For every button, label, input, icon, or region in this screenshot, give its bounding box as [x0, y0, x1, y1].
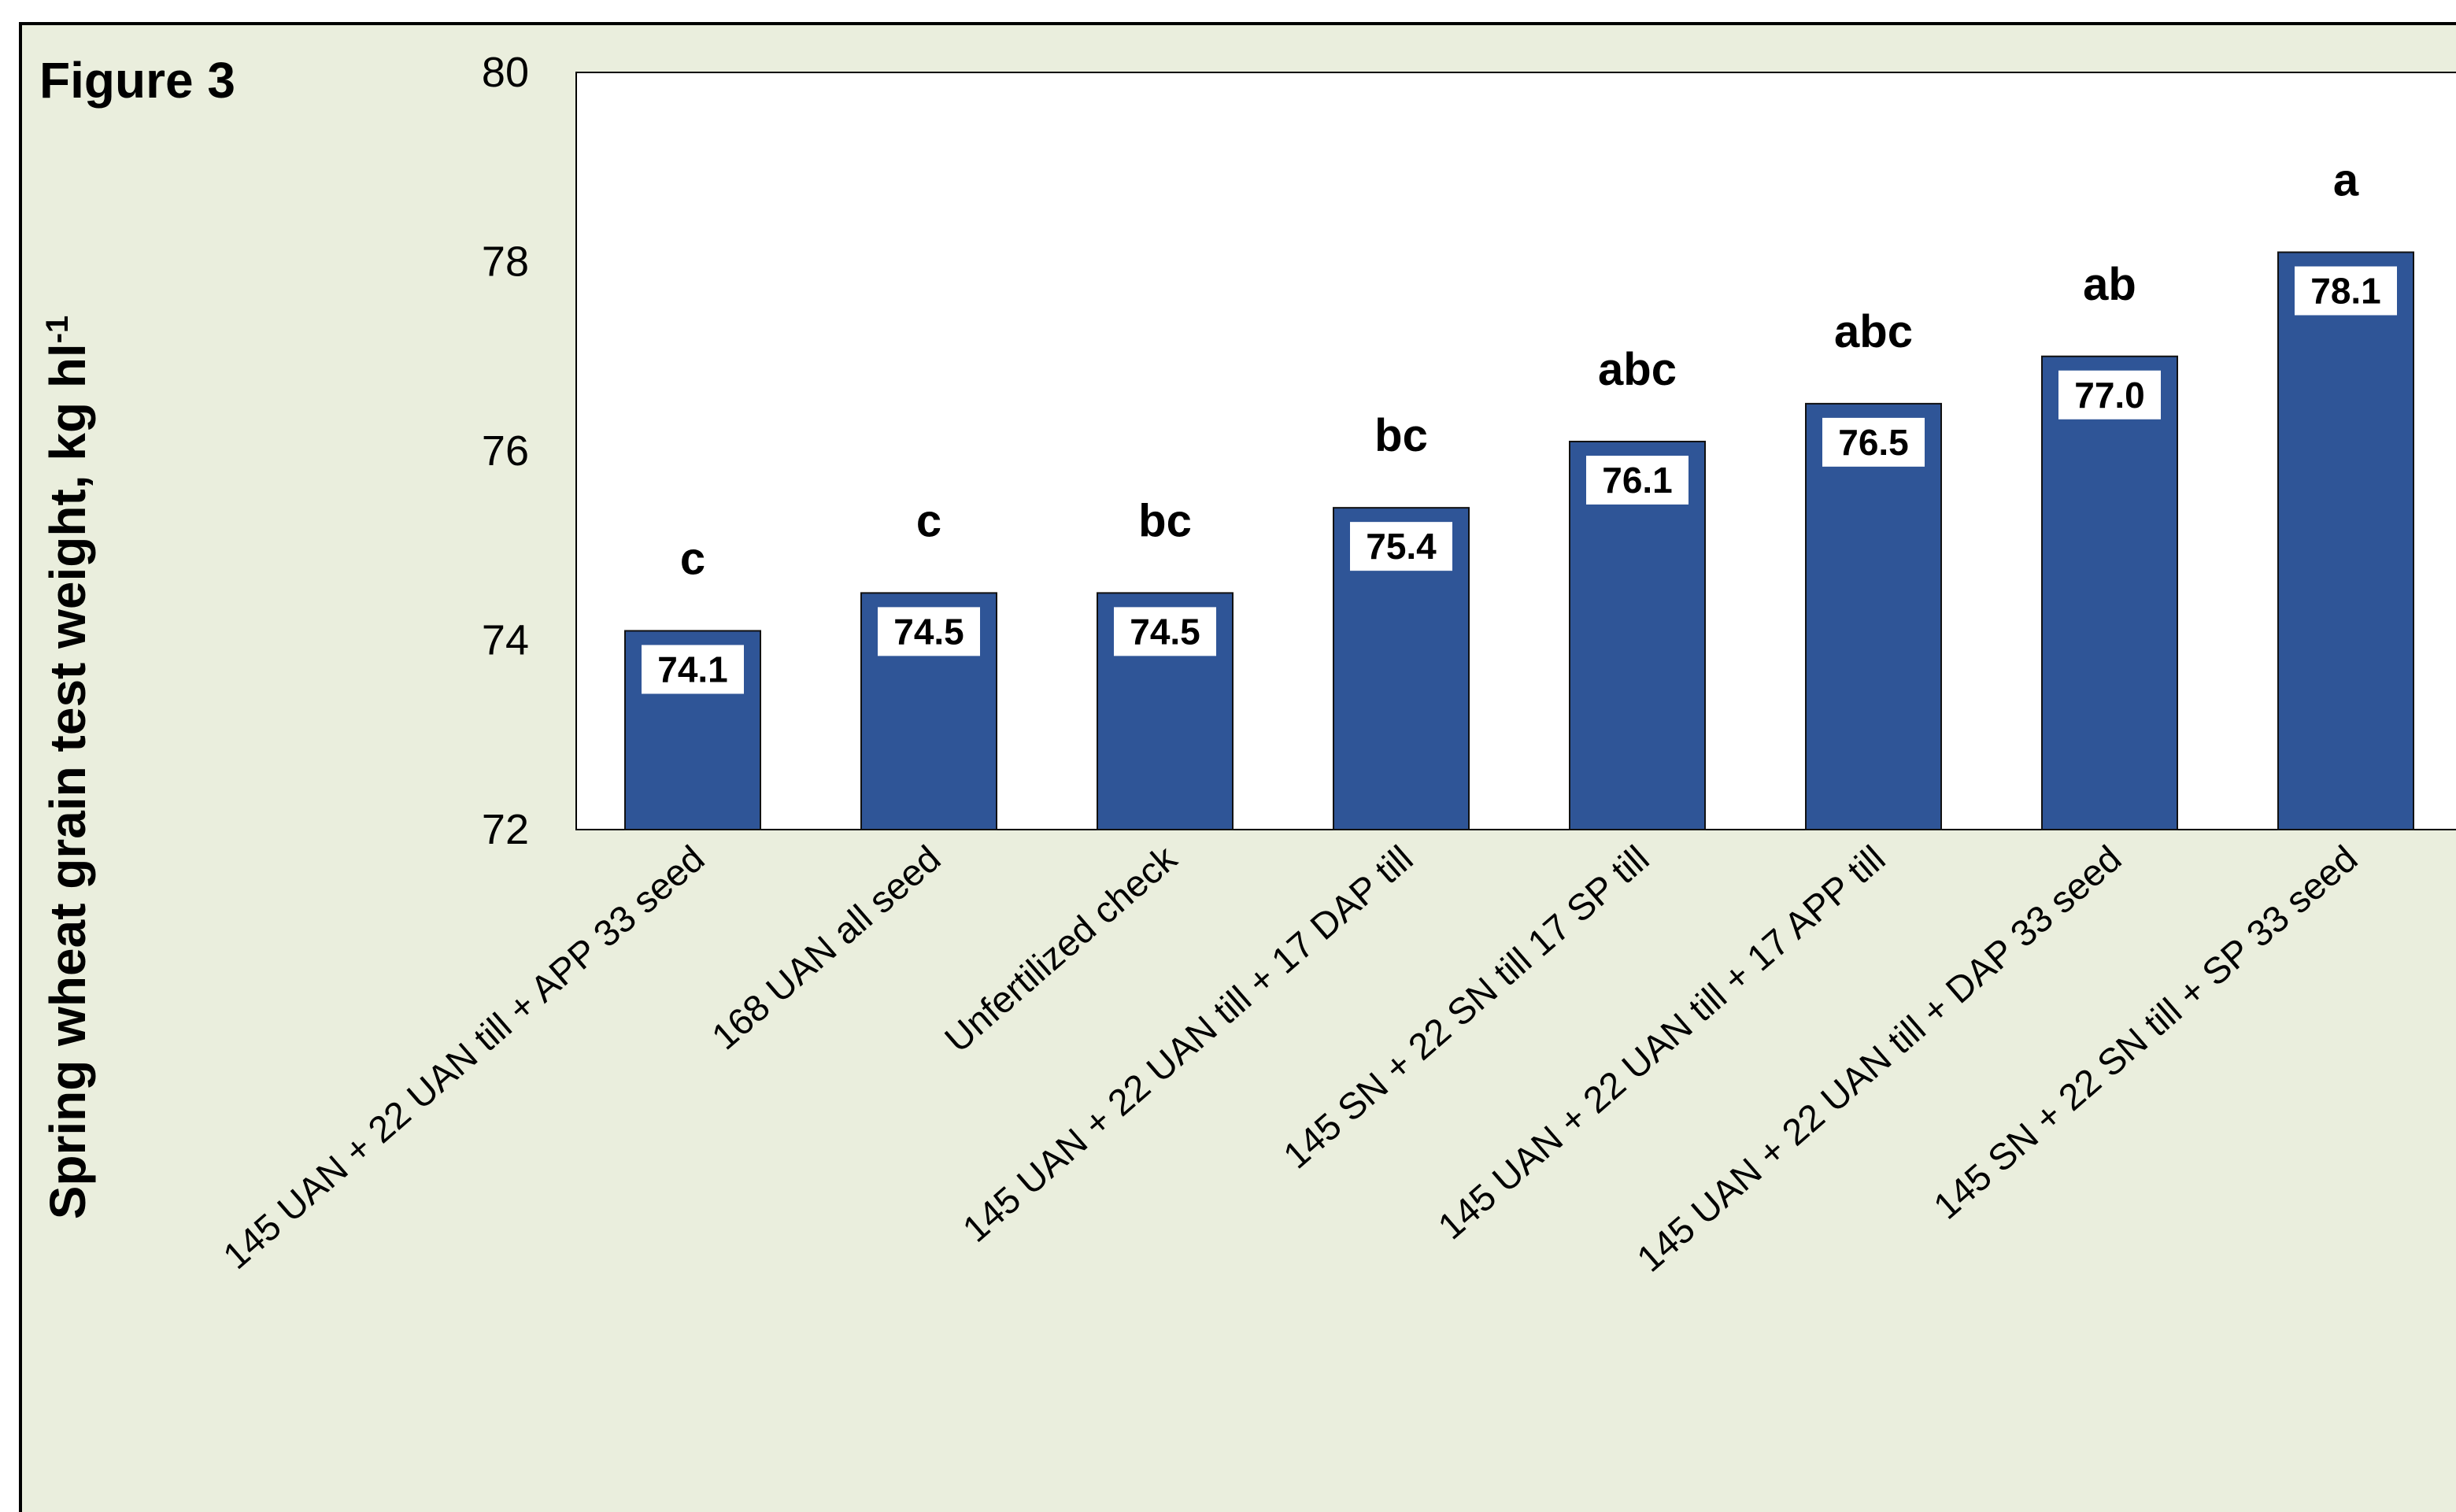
value-label: 78.1 [2310, 270, 2381, 311]
significance-letter: bc [1138, 495, 1192, 546]
significance-letter: a [2333, 154, 2359, 205]
y-tick-label: 74 [482, 617, 529, 664]
value-label: 75.4 [1366, 526, 1437, 567]
bar [2041, 355, 2178, 830]
y-tick-label: 80 [482, 49, 529, 96]
value-label-box [642, 645, 744, 694]
y-tick-label: 72 [482, 806, 529, 853]
value-label: 76.5 [1838, 422, 1909, 463]
bar [2277, 251, 2414, 831]
significance-letter: c [680, 533, 705, 584]
value-label-box [2058, 370, 2161, 420]
value-label-box [1822, 417, 1925, 467]
bar [1805, 402, 1942, 830]
y-axis-label-superscript: -1 [40, 316, 75, 344]
value-label-box [1114, 607, 1216, 656]
y-axis-ticks: 72 74 76 78 80 [482, 49, 529, 853]
bar [1569, 440, 1706, 830]
value-label: 74.5 [1130, 611, 1200, 652]
significance-letter: c [916, 495, 941, 546]
value-label: 77.0 [2074, 375, 2145, 416]
y-axis-label: Spring wheat grain test weight, kg hl-1 [39, 316, 96, 1220]
value-label-box [2295, 266, 2397, 316]
y-tick-label: 76 [482, 427, 529, 475]
value-label: 74.5 [893, 611, 964, 652]
significance-letter: ab [2083, 259, 2136, 310]
value-label-box [878, 607, 980, 656]
bars: 74.1 c 74.5 c 74.5 bc 75.4 bc 76.1 abc 76.5 abc 77.0… [624, 154, 2414, 831]
significance-letter: abc [1598, 344, 1677, 395]
value-label-box [1586, 455, 1688, 505]
value-label: 74.1 [657, 649, 728, 689]
value-label: 76.1 [1602, 460, 1673, 501]
figure-label: Figure 3 [39, 52, 235, 109]
significance-letter: abc [1834, 306, 1913, 357]
value-label-box [1350, 522, 1452, 571]
significance-letter: bc [1374, 410, 1428, 461]
y-tick-label: 78 [482, 238, 529, 286]
